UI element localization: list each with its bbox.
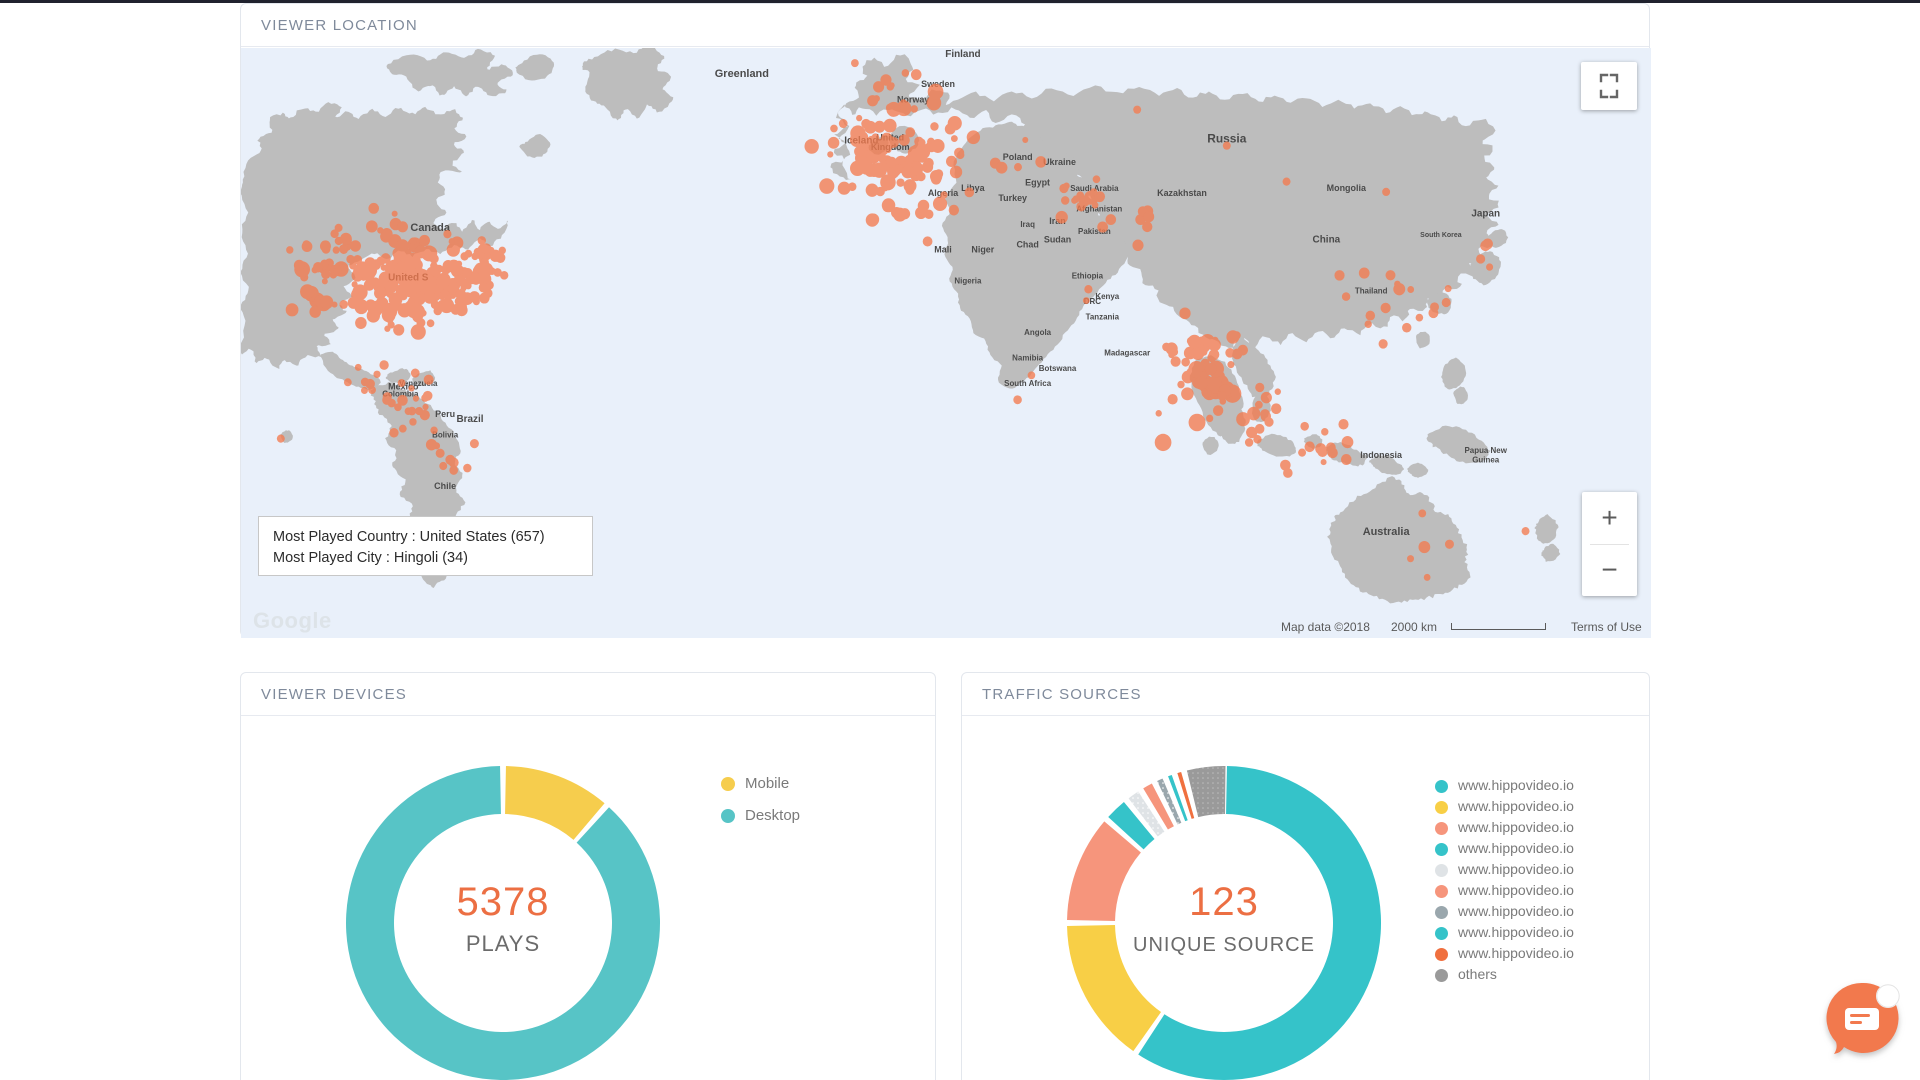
svg-text:UNIQUE SOURCE: UNIQUE SOURCE [1133, 934, 1315, 956]
svg-text:Turkey: Turkey [998, 193, 1028, 203]
svg-text:Sudan: Sudan [1044, 234, 1071, 244]
svg-text:Mali: Mali [934, 244, 951, 254]
svg-text:5378: 5378 [457, 880, 550, 924]
svg-text:Japan: Japan [1471, 208, 1500, 219]
svg-text:South Africa: South Africa [1004, 379, 1051, 388]
svg-text:China: China [1313, 234, 1341, 245]
svg-text:Papua New: Papua New [1464, 446, 1507, 455]
svg-text:Greenland: Greenland [715, 68, 769, 80]
svg-text:Ethiopia: Ethiopia [1072, 271, 1104, 280]
svg-text:Chile: Chile [434, 481, 456, 491]
svg-text:Botswana: Botswana [1039, 364, 1077, 373]
svg-text:Chad: Chad [1016, 239, 1038, 249]
svg-text:Brazil: Brazil [456, 414, 483, 425]
svg-text:123: 123 [1189, 880, 1259, 924]
svg-text:Mongolia: Mongolia [1327, 183, 1367, 193]
svg-text:Angola: Angola [1024, 328, 1051, 337]
svg-text:Egypt: Egypt [1025, 178, 1050, 188]
svg-text:Kazakhstan: Kazakhstan [1157, 188, 1207, 198]
svg-text:Australia: Australia [1363, 526, 1411, 538]
svg-text:PLAYS: PLAYS [466, 931, 540, 956]
svg-text:Poland: Poland [1003, 152, 1033, 162]
svg-text:Namibia: Namibia [1012, 353, 1043, 362]
svg-text:Peru: Peru [435, 409, 455, 419]
svg-text:Guinea: Guinea [1472, 455, 1499, 464]
svg-text:Niger: Niger [971, 244, 994, 254]
svg-text:Indonesia: Indonesia [1360, 450, 1403, 460]
svg-text:Tanzania: Tanzania [1086, 312, 1120, 321]
svg-text:Madagascar: Madagascar [1104, 348, 1151, 357]
svg-text:Kenya: Kenya [1095, 292, 1119, 301]
svg-text:Thailand: Thailand [1355, 287, 1388, 296]
svg-text:Finland: Finland [945, 49, 980, 60]
svg-text:South Korea: South Korea [1420, 231, 1461, 239]
svg-text:Iraq: Iraq [1020, 220, 1035, 229]
svg-text:Nigeria: Nigeria [954, 276, 981, 285]
svg-text:Ukraine: Ukraine [1043, 157, 1076, 167]
